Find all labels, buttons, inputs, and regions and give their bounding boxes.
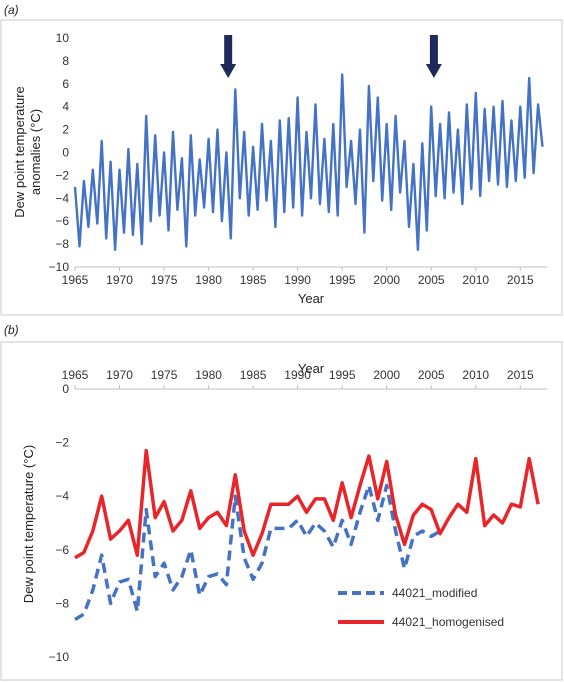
panel-b-y-tick-label: −10 [49,650,70,664]
panel-a-y-tick-label: −8 [55,237,69,251]
panel-a-x-tick-label: 2015 [507,273,534,287]
panel-b-y-axis-title: Dew point temperature (°C) [21,445,36,603]
panel-b-x-tick-label: 1975 [151,368,178,382]
panel-b-x-tick-label: 1980 [195,368,222,382]
legend-item-modified: 44021_modified [338,586,477,600]
panel-b-x-tick-label: 2015 [507,368,534,382]
panel-a-series [73,73,544,252]
panel-a-y-tick-label: −4 [55,191,69,205]
panel-b-series [74,448,540,621]
panel-a-x-tick-label: 1985 [240,273,267,287]
panel-b-frame [0,341,563,681]
panel-a-y-tick-label: 6 [62,77,69,91]
panel-a-x-tick-label: 1975 [151,273,178,287]
panel-a-annotations [220,35,442,78]
panel-a-x-tick-label: 1965 [62,273,89,287]
panel-a-x-ticks: 1965 1970 1975 1980 1985 1990 1995 2000 2005 2010… [62,267,534,287]
panel-a-y-axis-title-line-1: Dew point temperature [12,86,27,218]
panel-b-x-tick-label: 1990 [284,368,311,382]
panel-a-y-tick-label: 0 [62,146,69,160]
panel-b-y-tick-label: −6 [55,543,69,557]
panel-a-y-tick-label: −10 [49,260,70,274]
panel-b-y-axis-title-group: Dew point temperature (°C) [21,445,36,603]
panel-a-y-tick-label: 8 [62,54,69,68]
panel-a-x-tick-label: 1980 [195,273,222,287]
panel-b-y-tick-label: 0 [62,382,69,396]
panel-b-y-ticks: 0 −2 −4 −6 −8 −10 [49,382,70,664]
panel-a-y-axis-title: Dew point temperature anomalies (°C) [12,86,43,218]
panel-a-y-tick-label: 4 [62,100,69,114]
panel-a-y-tick-label: 2 [62,123,69,137]
panel-b-x-tick-label: 2000 [373,368,400,382]
panel-b-x-tick-label: 1965 [62,368,89,382]
panel-a-label: (a) [4,3,19,17]
panel-a-series-line [73,73,544,252]
panel-b-x-tick-label: 1970 [106,368,133,382]
panel-b-y-tick-label: −4 [55,489,69,503]
legend-label-modified: 44021_modified [392,586,477,600]
panel-b-y-tick-label: −2 [55,436,69,450]
panel-a-arrow [220,35,237,78]
legend-item-homogenised: 44021_homogenised [338,615,504,629]
panel-a-y-tick-label: −2 [55,168,69,182]
panel-a-x-axis-title: Year [298,291,325,306]
panel-b-legend: 44021_modified 44021_homogenised [338,586,504,629]
panel-a-x-tick-label: 2010 [462,273,489,287]
panel-b-x-axis-title: Year [298,361,325,376]
panel-a-arrow [425,35,442,78]
panel-a-y-axis-title-line-2: anomalies (°C) [28,109,43,195]
panel-a-x-tick-label: 2005 [418,273,445,287]
panel-b-x-tick-label: 2005 [418,368,445,382]
panel-b-x-ticks: 1965 1970 1975 1980 1985 1990 1995 2000 2005 2010… [62,368,534,389]
panel-b-x-tick-label: 2010 [462,368,489,382]
panel-b-x-tick-label: 1995 [329,368,356,382]
panel-a-y-tick-label: 10 [56,31,70,45]
panel-b-x-tick-label: 1985 [240,368,267,382]
series-line-44021_modified [74,483,442,621]
panel-a-x-tick-label: 1970 [106,273,133,287]
series-line-44021_homogenised [74,448,540,560]
panel-a-x-tick-label: 1990 [284,273,311,287]
panel-a-x-tick-label: 2000 [373,273,400,287]
panel-b-label: (b) [4,323,19,337]
panel-a-y-tick-label: −6 [55,214,69,228]
panel-a-frame [0,19,563,316]
legend-label-homogenised: 44021_homogenised [392,615,504,629]
panel-a-y-ticks: 10 8 6 4 2 0 −2 −4 −6 −8 −10 [49,31,70,274]
panel-a-x-tick-label: 1995 [329,273,356,287]
panel-b-y-tick-label: −8 [55,596,69,610]
